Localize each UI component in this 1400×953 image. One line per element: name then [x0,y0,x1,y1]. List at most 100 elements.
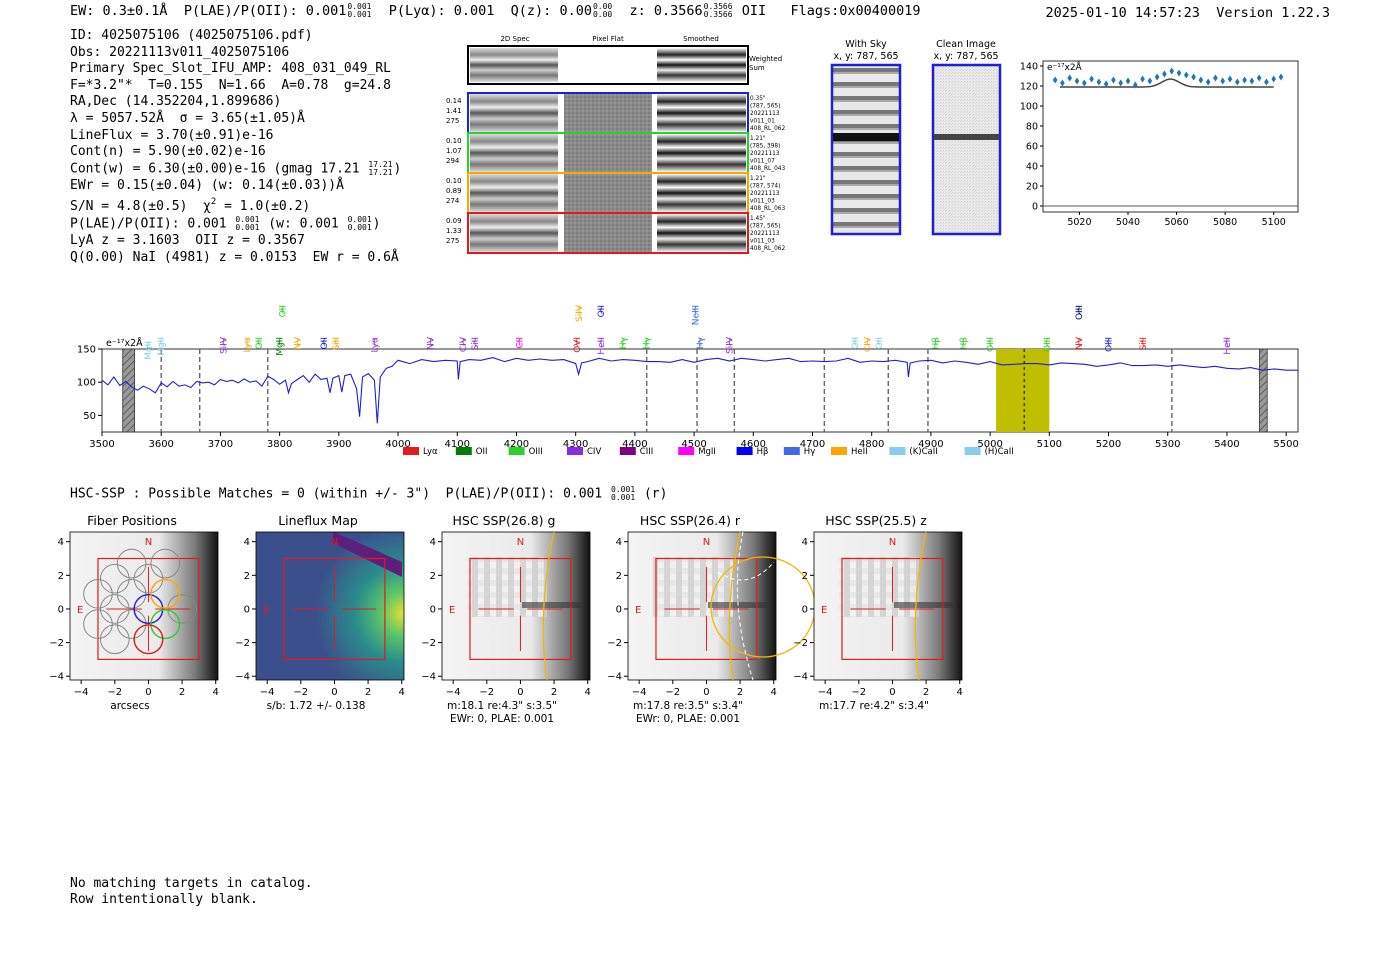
cutout-smooth-2 [657,174,746,212]
legend-label: (K)CaII [909,447,937,457]
cutout-2d-3 [470,214,558,252]
panel-caption1-3: m:17.8 re:3.5" s:3.4" [633,700,743,712]
legend-label: CIV [587,447,601,457]
mini-ytick-label: 20 [1026,182,1038,193]
info-id: ID: 4025075106 (4025075106.pdf) [70,28,313,43]
line-label: Lyα [370,337,380,353]
panel-title-4: HSC SSP(25.5) z [825,513,927,528]
panel-ytick-label: 0 [616,604,622,615]
line-label: SiII [471,337,481,351]
fiber-circle [116,609,147,639]
hsc-lo: 0.001 [611,493,636,502]
panel-xtick-label: 4 [213,687,219,698]
mini-data-point [1074,77,1080,85]
col-title-smoothed: Smoothed [683,35,719,43]
clean-image [931,63,1002,236]
info-primary: Primary Spec_Slot_IFU_AMP: 408_031_049_R… [70,61,391,77]
line-label: CIV [459,336,469,352]
mini-data-point [1213,74,1218,82]
north-label: N [331,537,338,548]
masked-region [122,348,135,433]
cutout-meta-3-2: 20221113 [750,231,780,237]
mini-data-point [1234,78,1240,86]
z-lo: 0.3566 [703,10,733,19]
cutout-meta-0-3: v011_01 [750,119,775,125]
spec-ytick-label: 100 [77,378,96,389]
z-hi: 0.3566 [703,2,733,11]
north-label: N [703,537,710,548]
panel-frame-0 [69,531,219,681]
spec-xtick-label: 4300 [563,439,588,450]
panel-xtick-label: −4 [818,687,833,698]
line-brace: { [461,337,466,346]
spec-unit-label: e⁻¹⁷x2Å [106,337,143,349]
spec-xtick-label: 5200 [1096,439,1121,450]
mini-data-point [1162,70,1167,78]
legend-swatch [964,447,981,455]
panel-ytick-label: 4 [58,537,64,548]
spec-xtick-label: 4600 [741,439,766,450]
line-brace: { [146,341,151,350]
line-brace: { [256,337,261,346]
panel-xtick-label: −2 [107,687,122,698]
line-label: NV [293,336,303,350]
cutout-meta-1-3: v011_07 [750,159,775,165]
mini-data-point [1111,76,1116,84]
info-plae-lo: 0.001 [235,223,260,233]
legend-swatch [678,447,695,455]
line-label: OIII [1043,337,1053,352]
info-ewr: EWr = 0.15(±0.04) (w: 0.14(±0.03))Å [70,177,344,193]
info-contn: Cont(n) = 5.90(±0.02)e-16 [70,144,266,160]
legend-swatch [455,447,472,455]
line-brace: { [988,337,993,346]
fiber-circle [100,624,130,655]
info-lambda: λ = 5057.52Å σ = 3.65(±1.05)Å [70,110,305,126]
cutout-stat-0-2: 275 [446,117,459,125]
panel-ytick-label: 4 [802,537,808,548]
z-value: z: 0.3566 [629,3,703,19]
panel-xtick-label: −2 [293,687,308,698]
with-sky-xy: x, y: 787, 565 [833,51,898,62]
mini-data-point [1125,77,1131,85]
cutout-stat-3-2: 275 [446,237,459,245]
panel-ytick-label: 4 [430,537,436,548]
panel-title-3: HSC SSP(26.4) r [640,513,741,528]
panel-ytick-label: 0 [802,604,808,615]
mini-data-point [1198,76,1204,84]
panel-ytick-label: −4 [235,672,250,683]
cutout-stat-1-1: 1.07 [446,147,462,155]
cutout-meta-0-0: 0.35" [750,96,766,102]
legend-label: Hβ [757,447,769,457]
spec-xtick-label: 4900 [918,439,943,450]
hsc-r-dashed-b [736,531,754,681]
cutout-grid: 2D Spec Pixel Flat Smoothed Weighted Sum… [446,35,785,254]
col-title-2dspec: 2D Spec [500,35,529,43]
panel-xtick-label: −4 [74,687,89,698]
hsc-band: (r) [643,486,668,502]
panel-ytick-label: 0 [244,604,250,615]
panel-title-2: HSC SSP(26.8) g [453,513,556,528]
spec-xtick-label: 5500 [1273,439,1298,450]
east-label: E [635,605,641,616]
line-brace: { [1076,337,1081,346]
line-label: NV [1075,336,1085,350]
image-panels: Fiber Positions N E −4 −4 −2 −2 0 0 2 2 4 4 arcsecs Li… [49,513,963,725]
panel-xtick-label: 4 [585,687,591,698]
cutout-meta-2-2: 20221113 [750,191,780,197]
plya-value: P(Lyα): 0.001 [388,3,495,19]
spec-xtick-label: 4400 [622,439,647,450]
panel-ytick-label: 4 [244,537,250,548]
mini-data-point [1067,74,1073,82]
contw-text: Cont(w) = 6.30(±0.00)e-16 (gmag 17.21 [70,161,360,177]
ellipse-arc-3 [728,531,741,681]
north-label: N [517,537,524,548]
panel-xtick-label: 2 [179,687,185,698]
line-brace: { [221,337,226,346]
plae-header: P(LAE)/P(OII): 0.001 [183,3,347,19]
main-spectrum: 3500 3600 3700 3800 3900 4000 4100 4200 4300 4400… [77,304,1299,457]
panel-xtick-label: 0 [145,687,151,698]
east-label: E [449,605,455,616]
cutout-stat-1-0: 0.10 [446,137,462,145]
contw-lo: 17.21 [368,167,393,177]
